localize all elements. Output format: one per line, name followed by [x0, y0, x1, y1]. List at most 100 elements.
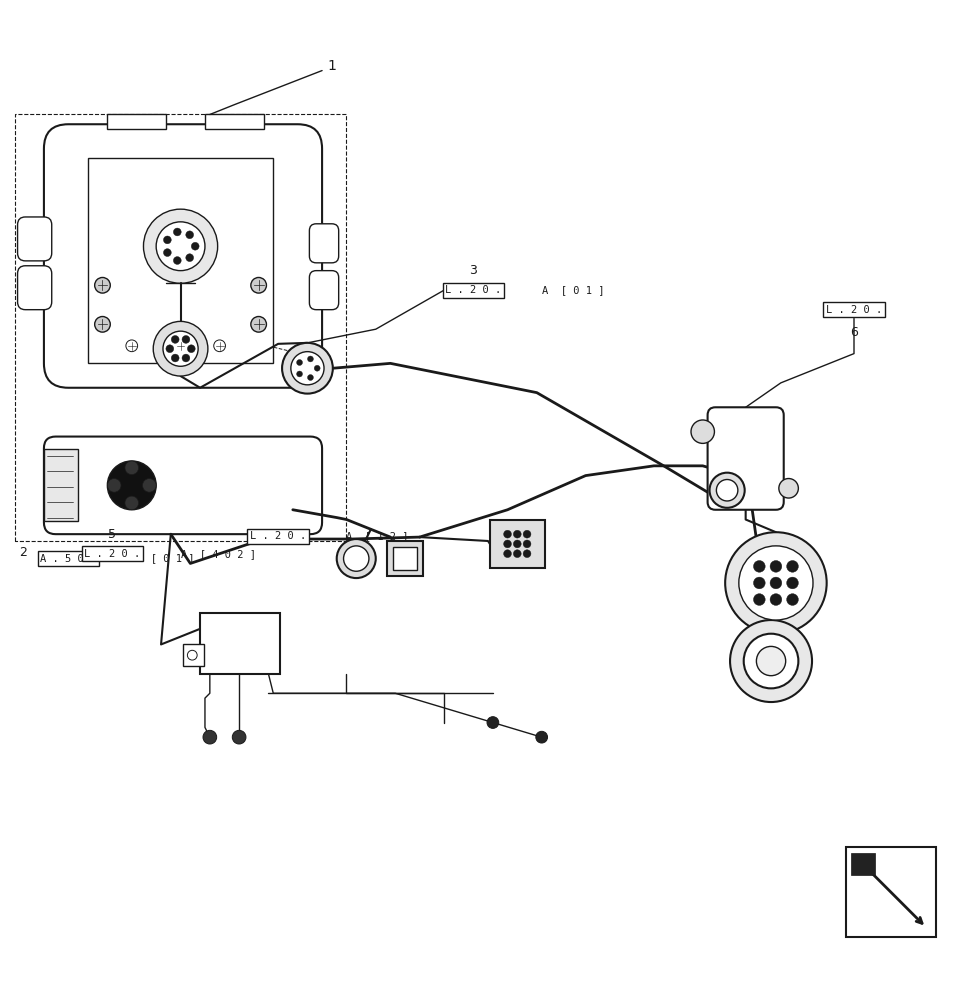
Circle shape [125, 496, 139, 510]
Circle shape [779, 479, 798, 498]
Circle shape [536, 731, 548, 743]
Circle shape [730, 620, 812, 702]
FancyBboxPatch shape [309, 224, 339, 263]
Circle shape [172, 354, 180, 362]
Circle shape [291, 352, 324, 385]
Circle shape [163, 331, 198, 366]
Circle shape [153, 321, 208, 376]
Circle shape [182, 354, 189, 362]
Circle shape [203, 730, 217, 744]
Circle shape [182, 336, 189, 343]
Circle shape [307, 356, 313, 362]
Circle shape [504, 530, 511, 538]
Bar [387, 541, 423, 576]
Circle shape [185, 254, 193, 262]
FancyBboxPatch shape [44, 437, 322, 534]
Circle shape [787, 577, 798, 589]
Circle shape [126, 340, 138, 352]
Circle shape [691, 420, 714, 443]
Text: 6: 6 [850, 326, 858, 339]
Circle shape [251, 317, 266, 332]
Text: 3: 3 [469, 264, 477, 277]
Bar [846, 847, 936, 937]
Bar [44, 449, 78, 521]
Circle shape [487, 717, 499, 728]
Circle shape [163, 249, 171, 256]
Circle shape [282, 343, 333, 394]
Circle shape [163, 236, 171, 244]
FancyBboxPatch shape [18, 217, 52, 261]
Circle shape [107, 461, 156, 510]
Circle shape [297, 371, 303, 377]
Circle shape [172, 336, 180, 343]
Bar [393, 547, 417, 570]
Circle shape [770, 594, 782, 605]
FancyBboxPatch shape [309, 271, 339, 310]
Circle shape [297, 360, 303, 365]
Circle shape [174, 228, 182, 236]
Circle shape [337, 539, 376, 578]
Circle shape [232, 730, 246, 744]
Circle shape [744, 634, 798, 688]
Bar [490, 520, 545, 568]
Circle shape [725, 532, 827, 634]
Bar [107, 114, 166, 129]
Circle shape [187, 650, 197, 660]
Circle shape [770, 577, 782, 589]
Circle shape [191, 242, 199, 250]
Text: 1: 1 [327, 59, 337, 73]
Circle shape [187, 345, 195, 353]
Circle shape [107, 479, 121, 492]
Text: 5: 5 [108, 528, 116, 541]
Bar [200, 613, 280, 674]
Text: L . 2 0 .: L . 2 0 . [445, 285, 502, 295]
Circle shape [710, 473, 745, 508]
Circle shape [143, 209, 218, 283]
Circle shape [513, 540, 521, 548]
Circle shape [307, 375, 313, 380]
Circle shape [314, 365, 320, 371]
Circle shape [142, 479, 156, 492]
FancyBboxPatch shape [708, 407, 784, 510]
Circle shape [523, 530, 531, 538]
Circle shape [513, 530, 521, 538]
Text: A  [ 0 1 ]: A [ 0 1 ] [542, 285, 604, 295]
Circle shape [523, 550, 531, 558]
Circle shape [214, 340, 225, 352]
Text: L . 2 0 .: L . 2 0 . [826, 305, 882, 315]
Circle shape [739, 546, 813, 620]
Text: A  [ 0 1 ]: A [ 0 1 ] [132, 554, 194, 564]
Text: A  [ 1 2 ]: A [ 1 2 ] [346, 531, 409, 541]
Text: 2: 2 [20, 546, 27, 559]
Circle shape [344, 546, 369, 571]
Circle shape [753, 594, 765, 605]
Text: L . 2 0 .: L . 2 0 . [250, 531, 306, 541]
Circle shape [174, 257, 182, 264]
Bar [88, 158, 273, 363]
Circle shape [175, 340, 186, 352]
FancyBboxPatch shape [44, 124, 322, 388]
Text: L . 2 0 .: L . 2 0 . [84, 549, 141, 559]
Bar [183, 644, 204, 666]
Circle shape [156, 222, 205, 271]
Circle shape [125, 461, 139, 475]
Circle shape [756, 646, 786, 676]
Circle shape [753, 577, 765, 589]
Circle shape [523, 540, 531, 548]
FancyBboxPatch shape [18, 266, 52, 310]
Circle shape [513, 550, 521, 558]
Circle shape [787, 561, 798, 572]
Bar [851, 853, 875, 875]
Circle shape [716, 480, 738, 501]
Text: A . 5 0 .: A . 5 0 . [40, 554, 97, 564]
Circle shape [95, 317, 110, 332]
Circle shape [753, 561, 765, 572]
Text: A  [ 4 0 2 ]: A [ 4 0 2 ] [181, 549, 256, 559]
Circle shape [770, 561, 782, 572]
Circle shape [504, 550, 511, 558]
Circle shape [787, 594, 798, 605]
Bar [205, 114, 264, 129]
Circle shape [251, 277, 266, 293]
Circle shape [166, 345, 174, 353]
Circle shape [504, 540, 511, 548]
